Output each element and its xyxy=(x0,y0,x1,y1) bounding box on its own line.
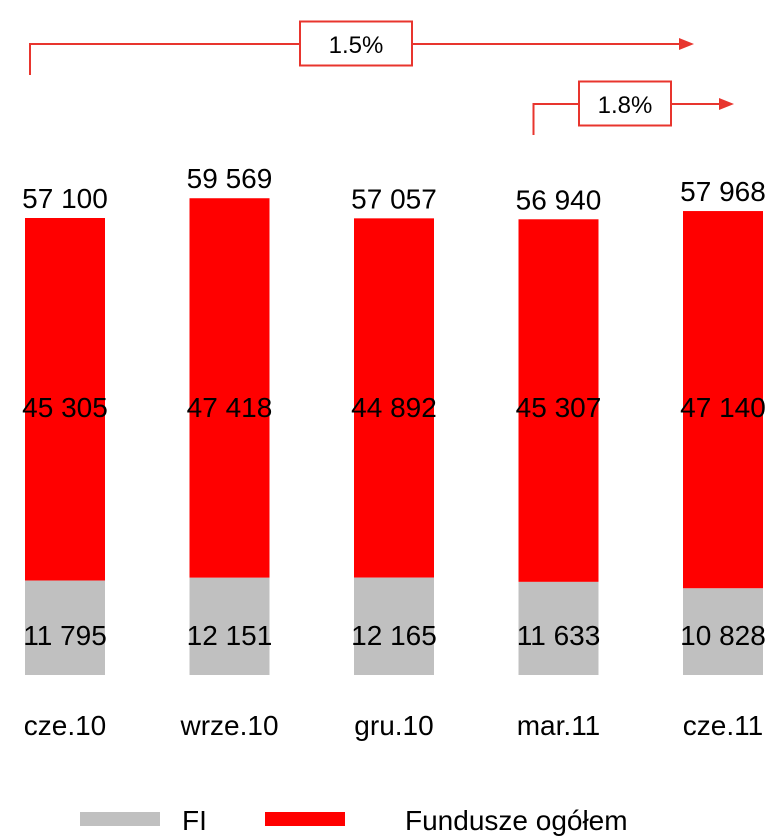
segment-label: 45 307 xyxy=(516,392,602,423)
fi-label: 12 165 xyxy=(351,620,437,651)
fi-label: 11 795 xyxy=(23,620,107,651)
category-label: cze.11 xyxy=(683,710,763,741)
bar-total-mar.11 xyxy=(518,219,599,582)
legend-label-fi: FI xyxy=(182,805,207,836)
labels-layer: 57 100 45 305 11 795 cze.10 59 569 47 418 12 1… xyxy=(22,163,766,741)
growth-box xyxy=(299,20,413,67)
fi-label: 12 151 xyxy=(187,620,273,651)
segment-label: 44 892 xyxy=(351,392,437,423)
category-label: gru.10 xyxy=(354,710,433,741)
growth-label: 1.5% xyxy=(329,32,384,59)
legend: FI Fundusze ogółem xyxy=(80,805,628,836)
category-label: mar.11 xyxy=(517,710,601,741)
bars-layer xyxy=(25,198,763,675)
bar-fi-mar.11 xyxy=(518,581,599,675)
bar-fi-wrze.10 xyxy=(189,577,270,675)
fi-label: 11 633 xyxy=(517,620,601,651)
legend-label-total: Fundusze ogółem xyxy=(405,805,628,836)
annotations-layer: 1.5% 1.8% xyxy=(29,20,734,135)
segment-label: 47 140 xyxy=(680,392,766,423)
total-label: 57 968 xyxy=(680,176,766,207)
growth-box xyxy=(578,80,672,127)
legend-swatch-fi xyxy=(80,812,160,826)
growth-label: 1.8% xyxy=(598,92,653,119)
arrow-head-icon xyxy=(719,98,734,110)
bar-total-cze.11 xyxy=(683,211,763,589)
total-label: 57 100 xyxy=(22,183,108,214)
bar-fi-gru.10 xyxy=(354,577,434,675)
bar-total-wrze.10 xyxy=(189,198,270,578)
category-label: cze.10 xyxy=(24,710,107,741)
legend-swatch-total xyxy=(265,812,345,826)
total-label: 57 057 xyxy=(351,183,437,214)
growth-arrow-line xyxy=(29,43,680,75)
arrow-head-icon xyxy=(679,38,694,50)
bar-total-gru.10 xyxy=(354,218,434,578)
fi-label: 10 828 xyxy=(680,620,766,651)
bar-total-cze.10 xyxy=(25,218,105,581)
total-label: 59 569 xyxy=(187,163,273,194)
bar-fi-cze.11 xyxy=(683,588,763,675)
total-label: 56 940 xyxy=(516,184,602,215)
segment-label: 45 305 xyxy=(22,392,108,423)
segment-label: 47 418 xyxy=(187,392,273,423)
category-label: wrze.10 xyxy=(179,710,278,741)
bar-fi-cze.10 xyxy=(25,580,105,675)
